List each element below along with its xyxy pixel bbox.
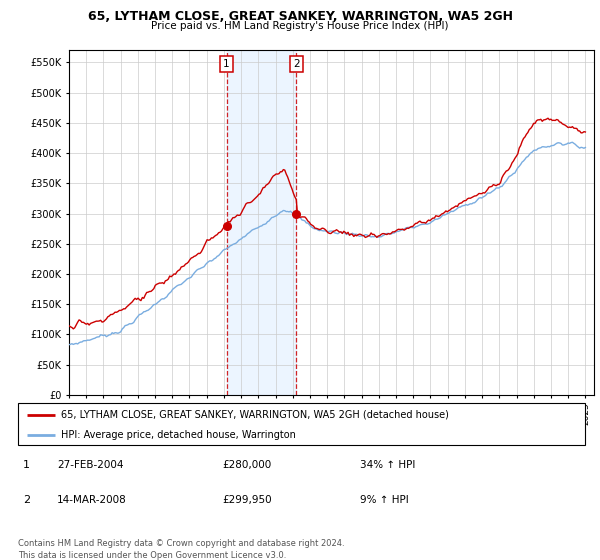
- Text: 9% ↑ HPI: 9% ↑ HPI: [360, 495, 409, 505]
- Text: £280,000: £280,000: [222, 460, 271, 470]
- Bar: [227, 50, 296, 395]
- Text: 27-FEB-2004: 27-FEB-2004: [57, 460, 124, 470]
- Text: HPI: Average price, detached house, Warrington: HPI: Average price, detached house, Warr…: [61, 430, 295, 440]
- Text: 1: 1: [223, 59, 230, 69]
- Text: £299,950: £299,950: [222, 495, 272, 505]
- Text: 2: 2: [293, 59, 299, 69]
- Text: 14-MAR-2008: 14-MAR-2008: [57, 495, 127, 505]
- Text: 34% ↑ HPI: 34% ↑ HPI: [360, 460, 415, 470]
- FancyBboxPatch shape: [18, 403, 585, 445]
- Text: Price paid vs. HM Land Registry's House Price Index (HPI): Price paid vs. HM Land Registry's House …: [151, 21, 449, 31]
- Text: 65, LYTHAM CLOSE, GREAT SANKEY, WARRINGTON, WA5 2GH: 65, LYTHAM CLOSE, GREAT SANKEY, WARRINGT…: [88, 10, 512, 23]
- Text: Contains HM Land Registry data © Crown copyright and database right 2024.
This d: Contains HM Land Registry data © Crown c…: [18, 539, 344, 559]
- Text: 1: 1: [23, 460, 30, 470]
- Text: 65, LYTHAM CLOSE, GREAT SANKEY, WARRINGTON, WA5 2GH (detached house): 65, LYTHAM CLOSE, GREAT SANKEY, WARRINGT…: [61, 410, 448, 420]
- Text: 2: 2: [23, 495, 30, 505]
